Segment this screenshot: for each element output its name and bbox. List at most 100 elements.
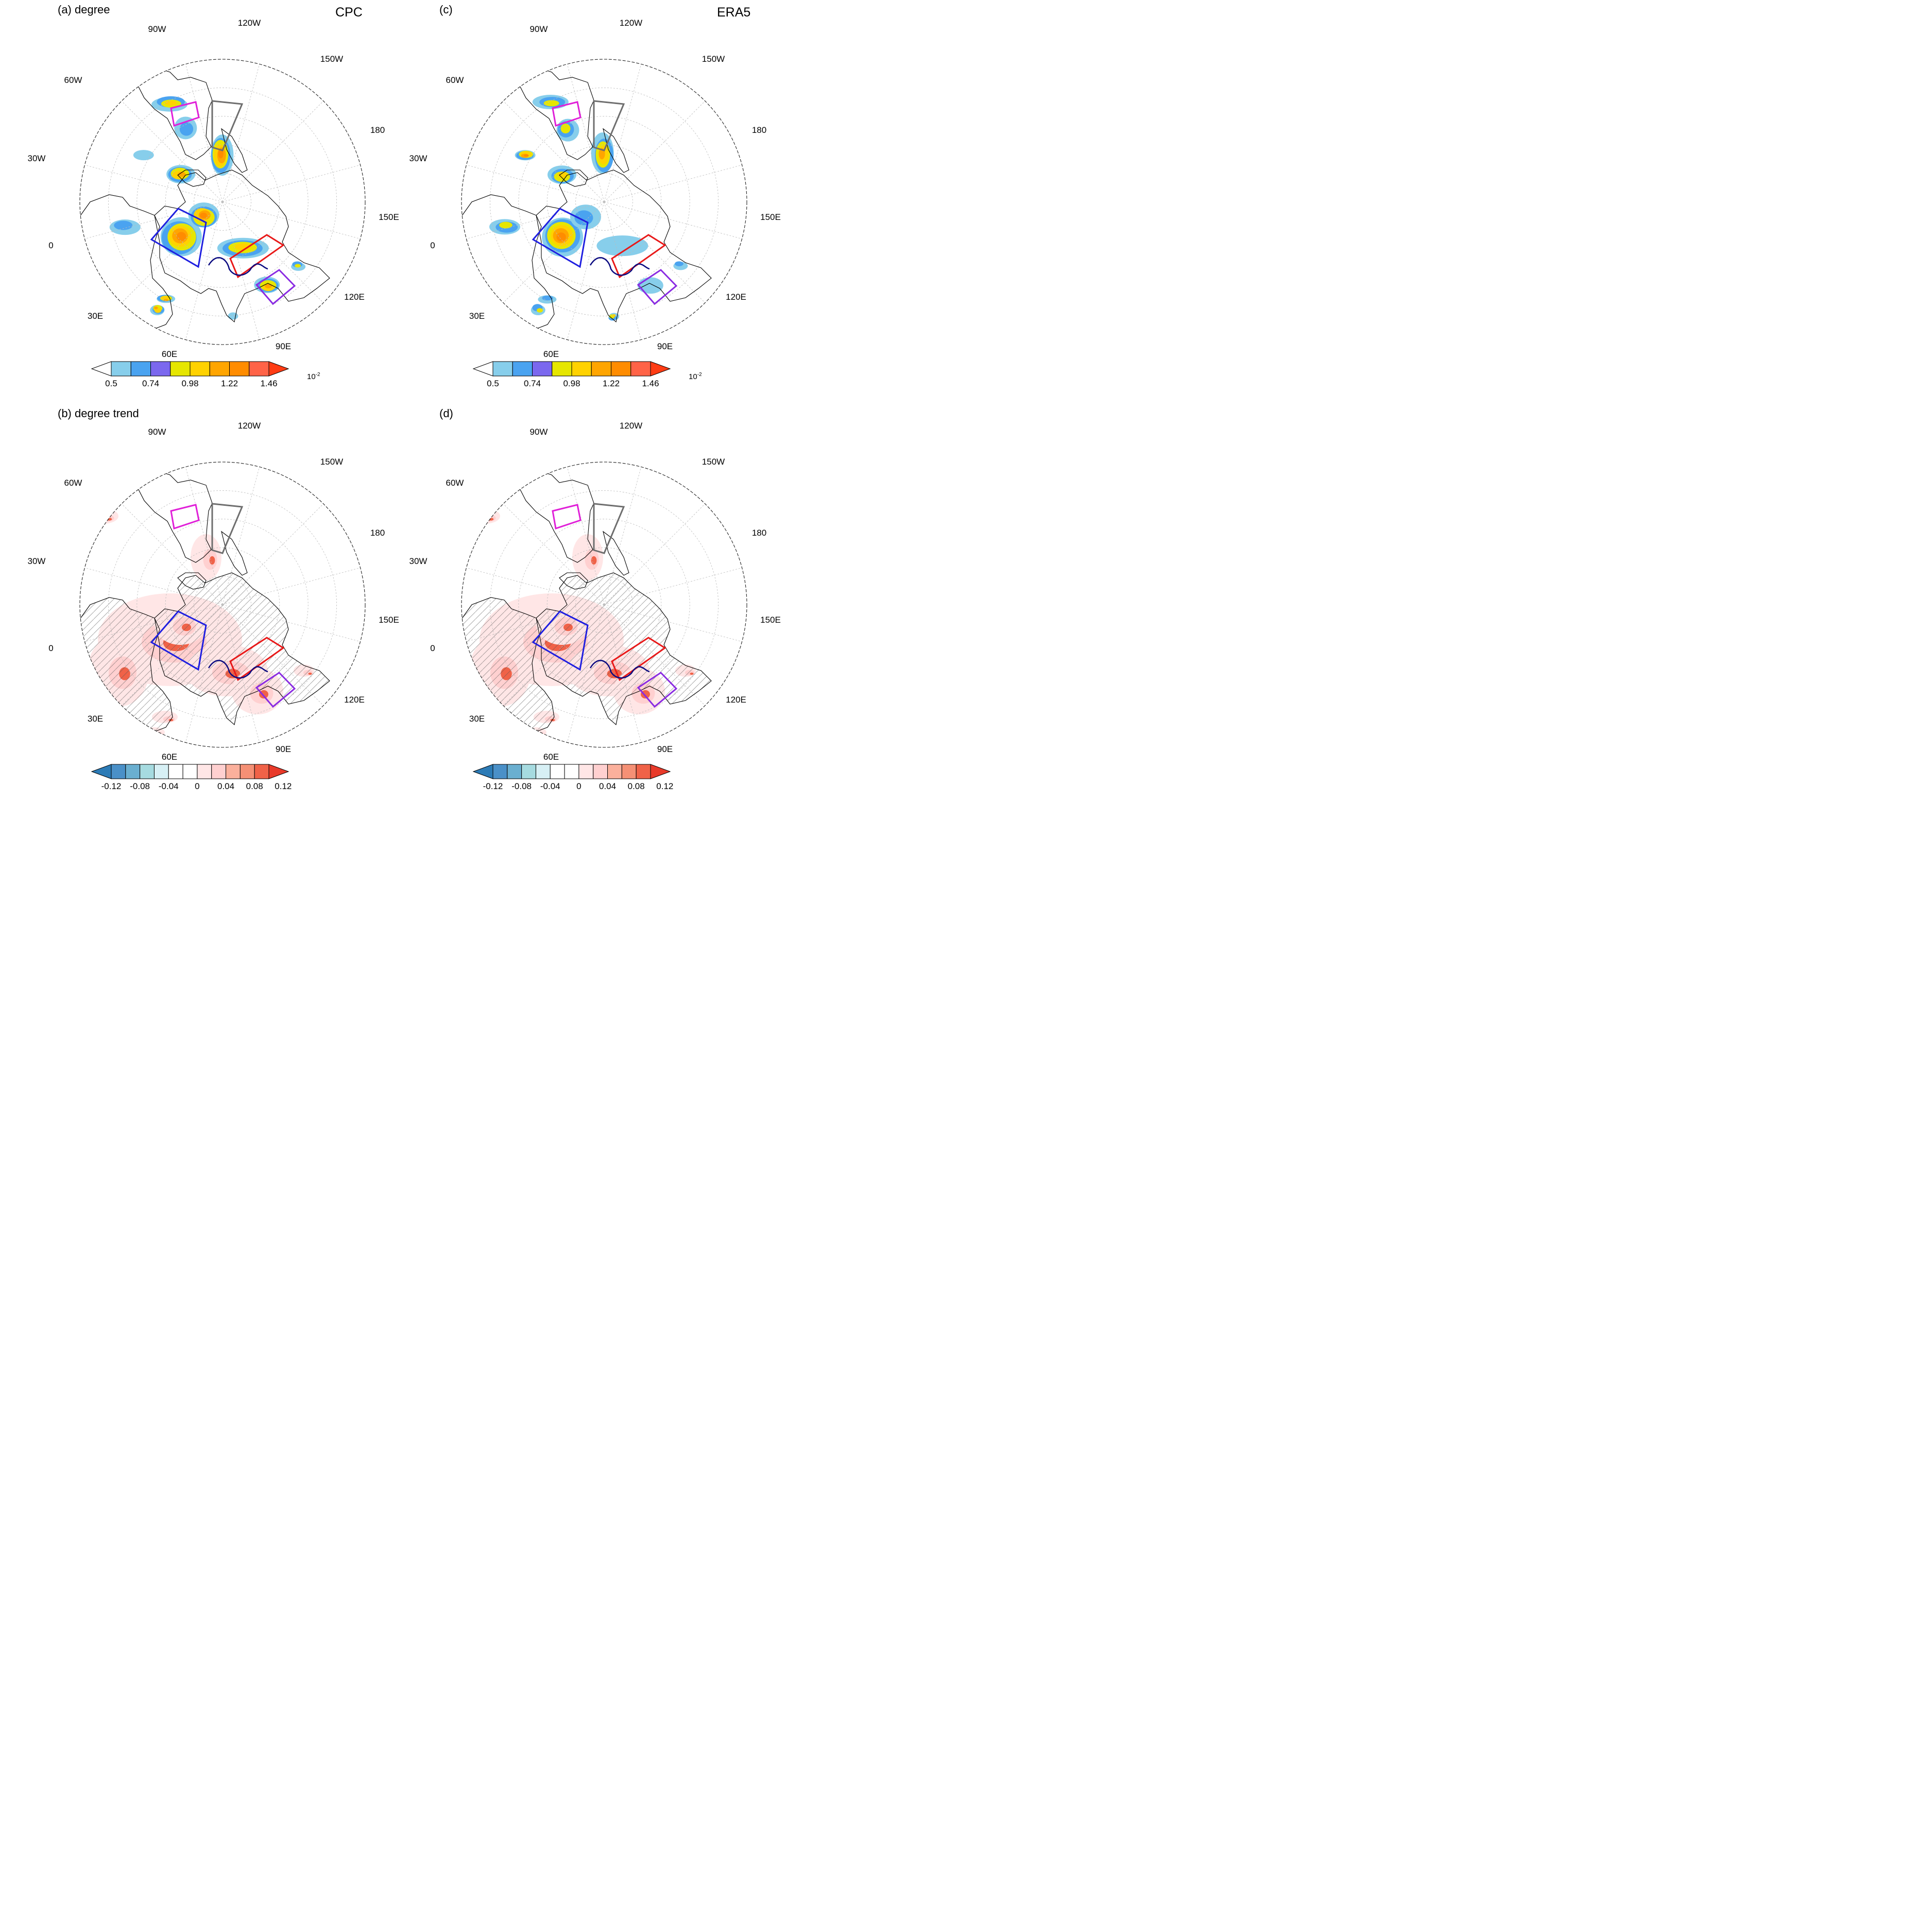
colorbar-tick-label: 0.74 [523,379,541,388]
latitude-circle [194,173,251,231]
meridian-line [567,201,605,340]
latitude-circle [518,116,690,288]
meridian-line [604,100,706,202]
colorbar-cell [150,361,171,377]
meridian-line [604,604,642,743]
meridian-line [604,567,742,605]
meridian-line [604,201,742,240]
precip-patch [153,306,158,310]
trend-patch [209,556,215,565]
colorbar-cell [621,764,637,779]
coastline [177,572,207,590]
precip-patch [556,232,566,242]
colorbar-tick-label: -0.12 [483,781,503,791]
colorbar-cell [229,361,250,377]
meridian-line [222,503,324,605]
colorbar-cell [240,764,255,779]
colorbar-cell [532,361,553,377]
coastline [221,531,248,576]
precip-patch [543,100,559,107]
precip-patch [481,96,488,99]
precip-patch [200,212,207,218]
meridian-line [222,164,361,202]
latitude-circle [136,519,309,691]
precip-patch [178,172,186,177]
longitude-label: 120E [344,292,365,302]
region-box-magenta [170,504,200,529]
meridian-line [84,164,223,202]
region-box-gray [593,100,625,151]
colorbar-cell [571,361,592,377]
panel-a-title: (a) degree [58,3,110,16]
meridian-line [185,604,223,743]
panel-c-title: (c) [439,3,453,16]
precip-patch [596,235,648,257]
colorbar-cell [507,764,522,779]
longitude-label: 90W [148,427,166,437]
region-box-blue [150,208,207,268]
map-border [461,461,747,748]
meridian-line [466,604,605,642]
colorbar-tick-label: 0 [195,781,200,791]
colorbar-tick-label: 1.22 [602,379,620,388]
region-box-gray [593,503,625,554]
precip-patch [499,221,512,229]
tibetan-plateau-contour [589,660,650,679]
region-box-purple [637,269,678,305]
precip-patch [474,92,495,101]
region-box-red [229,637,285,681]
longitude-label: 120E [726,292,746,302]
colorbar-tick-label: 0.08 [246,781,263,791]
longitude-label: 90W [529,24,548,34]
meridian-line [222,100,324,202]
colorbar-cell [630,361,651,377]
precip-patch [133,150,154,161]
longitude-label: 180 [751,125,767,135]
meridian-line [604,467,642,605]
precip-patch [218,149,224,159]
colorbar-cell [168,764,183,779]
longitude-label: 90E [657,744,673,754]
colorbar-cell [552,361,572,377]
colorbar-low-triangle [472,764,493,779]
meridian-line [121,100,223,202]
meridian-line [222,567,361,605]
longitude-label: 30E [469,714,485,724]
colorbar-low-triangle [472,361,493,377]
longitude-label: 150E [379,212,399,222]
colorbar-cell [607,764,622,779]
latitude-circle [108,490,337,720]
map-c [461,59,747,377]
panel-a-colorbar-unit: 10-2 [307,372,320,381]
tibetan-plateau-contour [208,257,268,276]
colorbar-low-triangle [91,764,112,779]
colorbar-low-triangle [91,361,112,377]
colorbar-tick-label: 0.12 [656,781,674,791]
region-box-purple [255,269,296,305]
coastline [536,572,712,726]
longitude-label: 30W [409,153,428,163]
colorbar-cell [111,361,131,377]
precip-patch [295,264,301,268]
colorbar-cell [611,361,631,377]
precip-patch [234,243,252,250]
meridian-line [222,201,361,240]
map-content [461,461,747,748]
colorbar-cell [535,764,551,779]
colorbar [91,361,289,377]
meridian-line [503,100,605,202]
panel-d-title: (d) [439,407,453,420]
panel-c-colorbar-unit: 10-2 [689,372,702,381]
meridian-line [604,201,642,340]
panel-b: (b) degree trend 90W 120W 150W 180 150E 120E 9… [0,403,403,806]
meridian-line [567,467,605,605]
colorbar-cell [153,764,169,779]
colorbar-cell [111,764,126,779]
meridian-line [185,467,223,605]
meridian-line [604,164,742,202]
precip-patch [675,261,683,266]
coastline [536,169,712,323]
trend-patch [88,508,118,524]
precip-patch [95,93,110,99]
coastline [177,169,207,187]
